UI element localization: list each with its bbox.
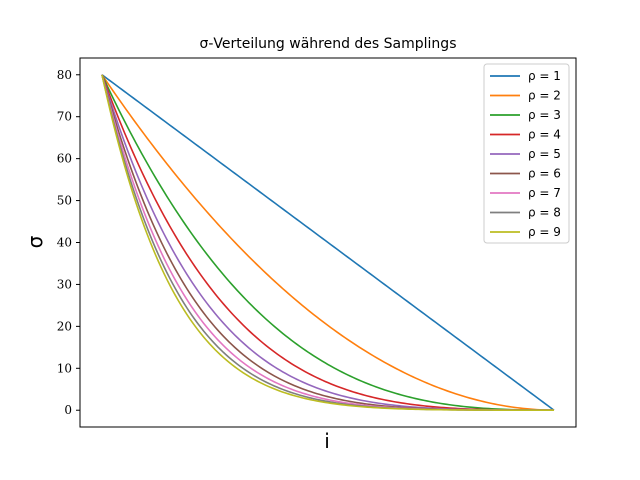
y-tick-label: 80 [57, 68, 72, 82]
legend-label: ρ = 5 [528, 147, 561, 161]
legend-box [483, 63, 570, 244]
legend-label: ρ = 1 [528, 69, 561, 83]
y-tick-label: 50 [57, 194, 72, 208]
chart-title: σ-Verteilung während des Samplings [200, 36, 457, 52]
legend-label: ρ = 6 [528, 167, 561, 181]
y-tick-label: 30 [57, 277, 72, 291]
series-line-rho-1 [101, 74, 555, 411]
legend-label: ρ = 3 [528, 108, 561, 122]
legend-label: ρ = 4 [528, 128, 561, 142]
y-tick-label: 10 [57, 361, 72, 375]
series-line-rho-3 [101, 74, 555, 412]
y-tick-label: 0 [64, 403, 72, 417]
y-axis-label: σ [23, 235, 47, 248]
legend-label: ρ = 2 [528, 89, 561, 103]
y-tick-label: 40 [57, 236, 72, 250]
y-tick-label: 20 [57, 319, 72, 333]
y-axis-ticks: 0 10 20 30 40 50 60 70 80 [57, 68, 80, 417]
legend-label: ρ = 7 [528, 186, 561, 200]
y-tick-label: 60 [57, 152, 72, 166]
series-lines [101, 74, 555, 412]
x-axis-label: i [324, 429, 330, 453]
legend-label: ρ = 9 [528, 225, 561, 239]
y-tick-label: 70 [57, 110, 72, 124]
series-line-rho-9 [101, 74, 554, 412]
series-line-rho-2 [101, 74, 555, 412]
legend: ρ = 1 ρ = 2 ρ = 3 ρ = 4 ρ = 5 ρ = 6 ρ = 7 ρ = 8… [483, 63, 570, 244]
legend-label: ρ = 8 [528, 206, 561, 220]
